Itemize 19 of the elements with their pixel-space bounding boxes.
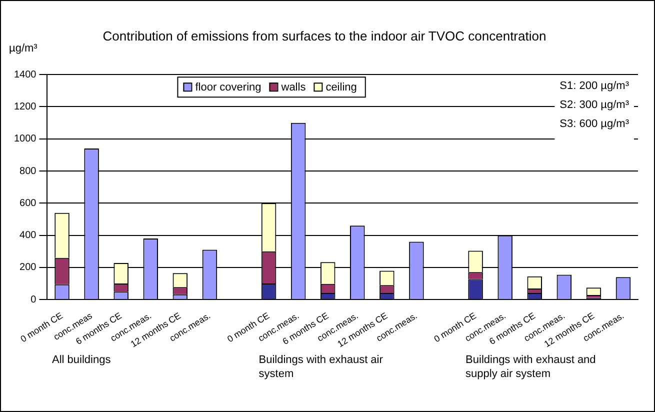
y-axis-title: µg/m³	[9, 42, 38, 55]
y-tick-label: 0	[30, 294, 37, 306]
legend-label: ceiling	[326, 82, 357, 94]
legend-label: walls	[280, 82, 306, 94]
annotation: S2: 300 µg/m³	[560, 99, 630, 112]
y-tick-label: 1200	[14, 101, 37, 112]
y-tick-label: 1000	[14, 134, 37, 145]
text: Buildings with exhaust air system	[258, 354, 384, 380]
chart-title: Contribution of emissions from surfaces to the indoor air TVOC concentration	[102, 28, 546, 44]
annotation: S3: 600 µg/m³	[560, 118, 630, 130]
y-tick-label: 600	[20, 198, 37, 209]
y-tick-label: 400	[20, 230, 37, 242]
annotation: S1: 200 µg/m³	[560, 80, 630, 92]
y-tick-label: 200	[20, 262, 37, 274]
text: Buildings with exhaust and supply air system	[466, 354, 596, 380]
y-tick-label: 1400	[14, 69, 37, 80]
text: All buildings	[52, 354, 112, 366]
y-tick-label: 800	[20, 166, 37, 177]
legend-label: floor covering	[195, 82, 262, 94]
